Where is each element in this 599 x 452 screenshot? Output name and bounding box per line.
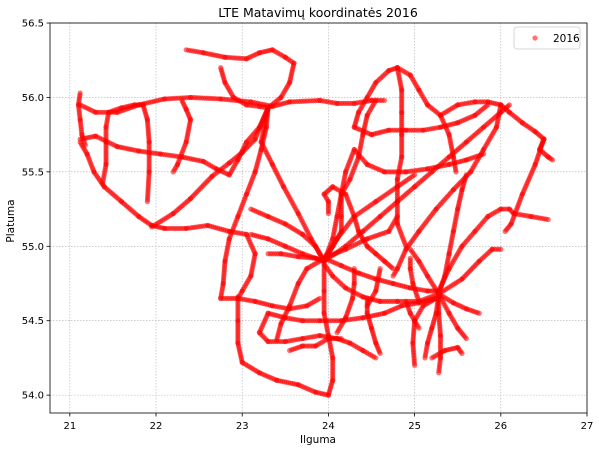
x-tick-label: 25 [408,421,421,432]
legend-marker [532,35,538,41]
data-point [459,350,465,357]
data-point [498,246,504,252]
data-point [502,228,508,234]
data-point [381,97,388,104]
data-point [394,213,400,220]
x-tick-label: 21 [63,421,76,432]
x-tick-label: 23 [236,421,249,432]
data-point [476,310,482,316]
data-point [422,355,428,361]
data-point [390,266,396,272]
data-point [373,355,379,361]
data-point [144,199,151,205]
x-tick-label: 22 [150,421,163,432]
y-tick-label: 55.5 [22,167,44,178]
axis-ticks: 21 22 23 24 25 26 27 54.0 54.5 55.0 55.5 56.0 56.5 [22,19,594,433]
data-point [82,142,88,148]
data-point [140,102,146,108]
data-point [235,295,241,301]
data-point [317,258,323,264]
data-point [377,350,383,357]
data-point [265,251,271,257]
y-tick-label: 56.5 [22,19,44,30]
data-point [463,172,469,178]
data-point [407,246,413,252]
y-tick-label: 56.0 [22,93,44,104]
gridlines [50,22,588,413]
data-point [226,172,232,178]
data-point [506,102,513,108]
plot-frame [49,22,588,414]
data-point [453,169,459,175]
data-point [390,273,396,279]
data-point [170,169,176,175]
data-point [463,335,469,342]
legend-box [513,26,581,50]
legend-label-2016: 2016 [553,33,580,45]
data-point [373,97,379,104]
data-points [75,47,556,398]
data-point [287,347,293,354]
y-tick-label: 54.0 [22,391,44,402]
y-tick-label: 55.0 [22,242,44,253]
data-point [412,362,418,368]
data-point [317,295,323,301]
legend: 2016 [513,26,581,50]
x-tick-label: 24 [322,421,335,432]
data-point [99,181,106,187]
data-point [334,330,340,336]
data-point [549,157,556,163]
chart-title: LTE Matavimų koordinatės 2016 [218,5,418,20]
x-tick-label: 27 [581,421,594,432]
data-point [416,325,422,331]
data-point [377,266,383,272]
x-tick-label: 26 [494,421,507,432]
data-point [545,216,551,223]
y-tick-label: 54.5 [22,316,44,327]
y-axis-label: Platuma [5,199,17,242]
data-point [248,206,254,212]
data-point [436,370,442,376]
data-point [412,172,418,178]
data-point [407,255,413,261]
x-axis-label: Ilguma [300,434,336,446]
data-point [265,105,271,111]
